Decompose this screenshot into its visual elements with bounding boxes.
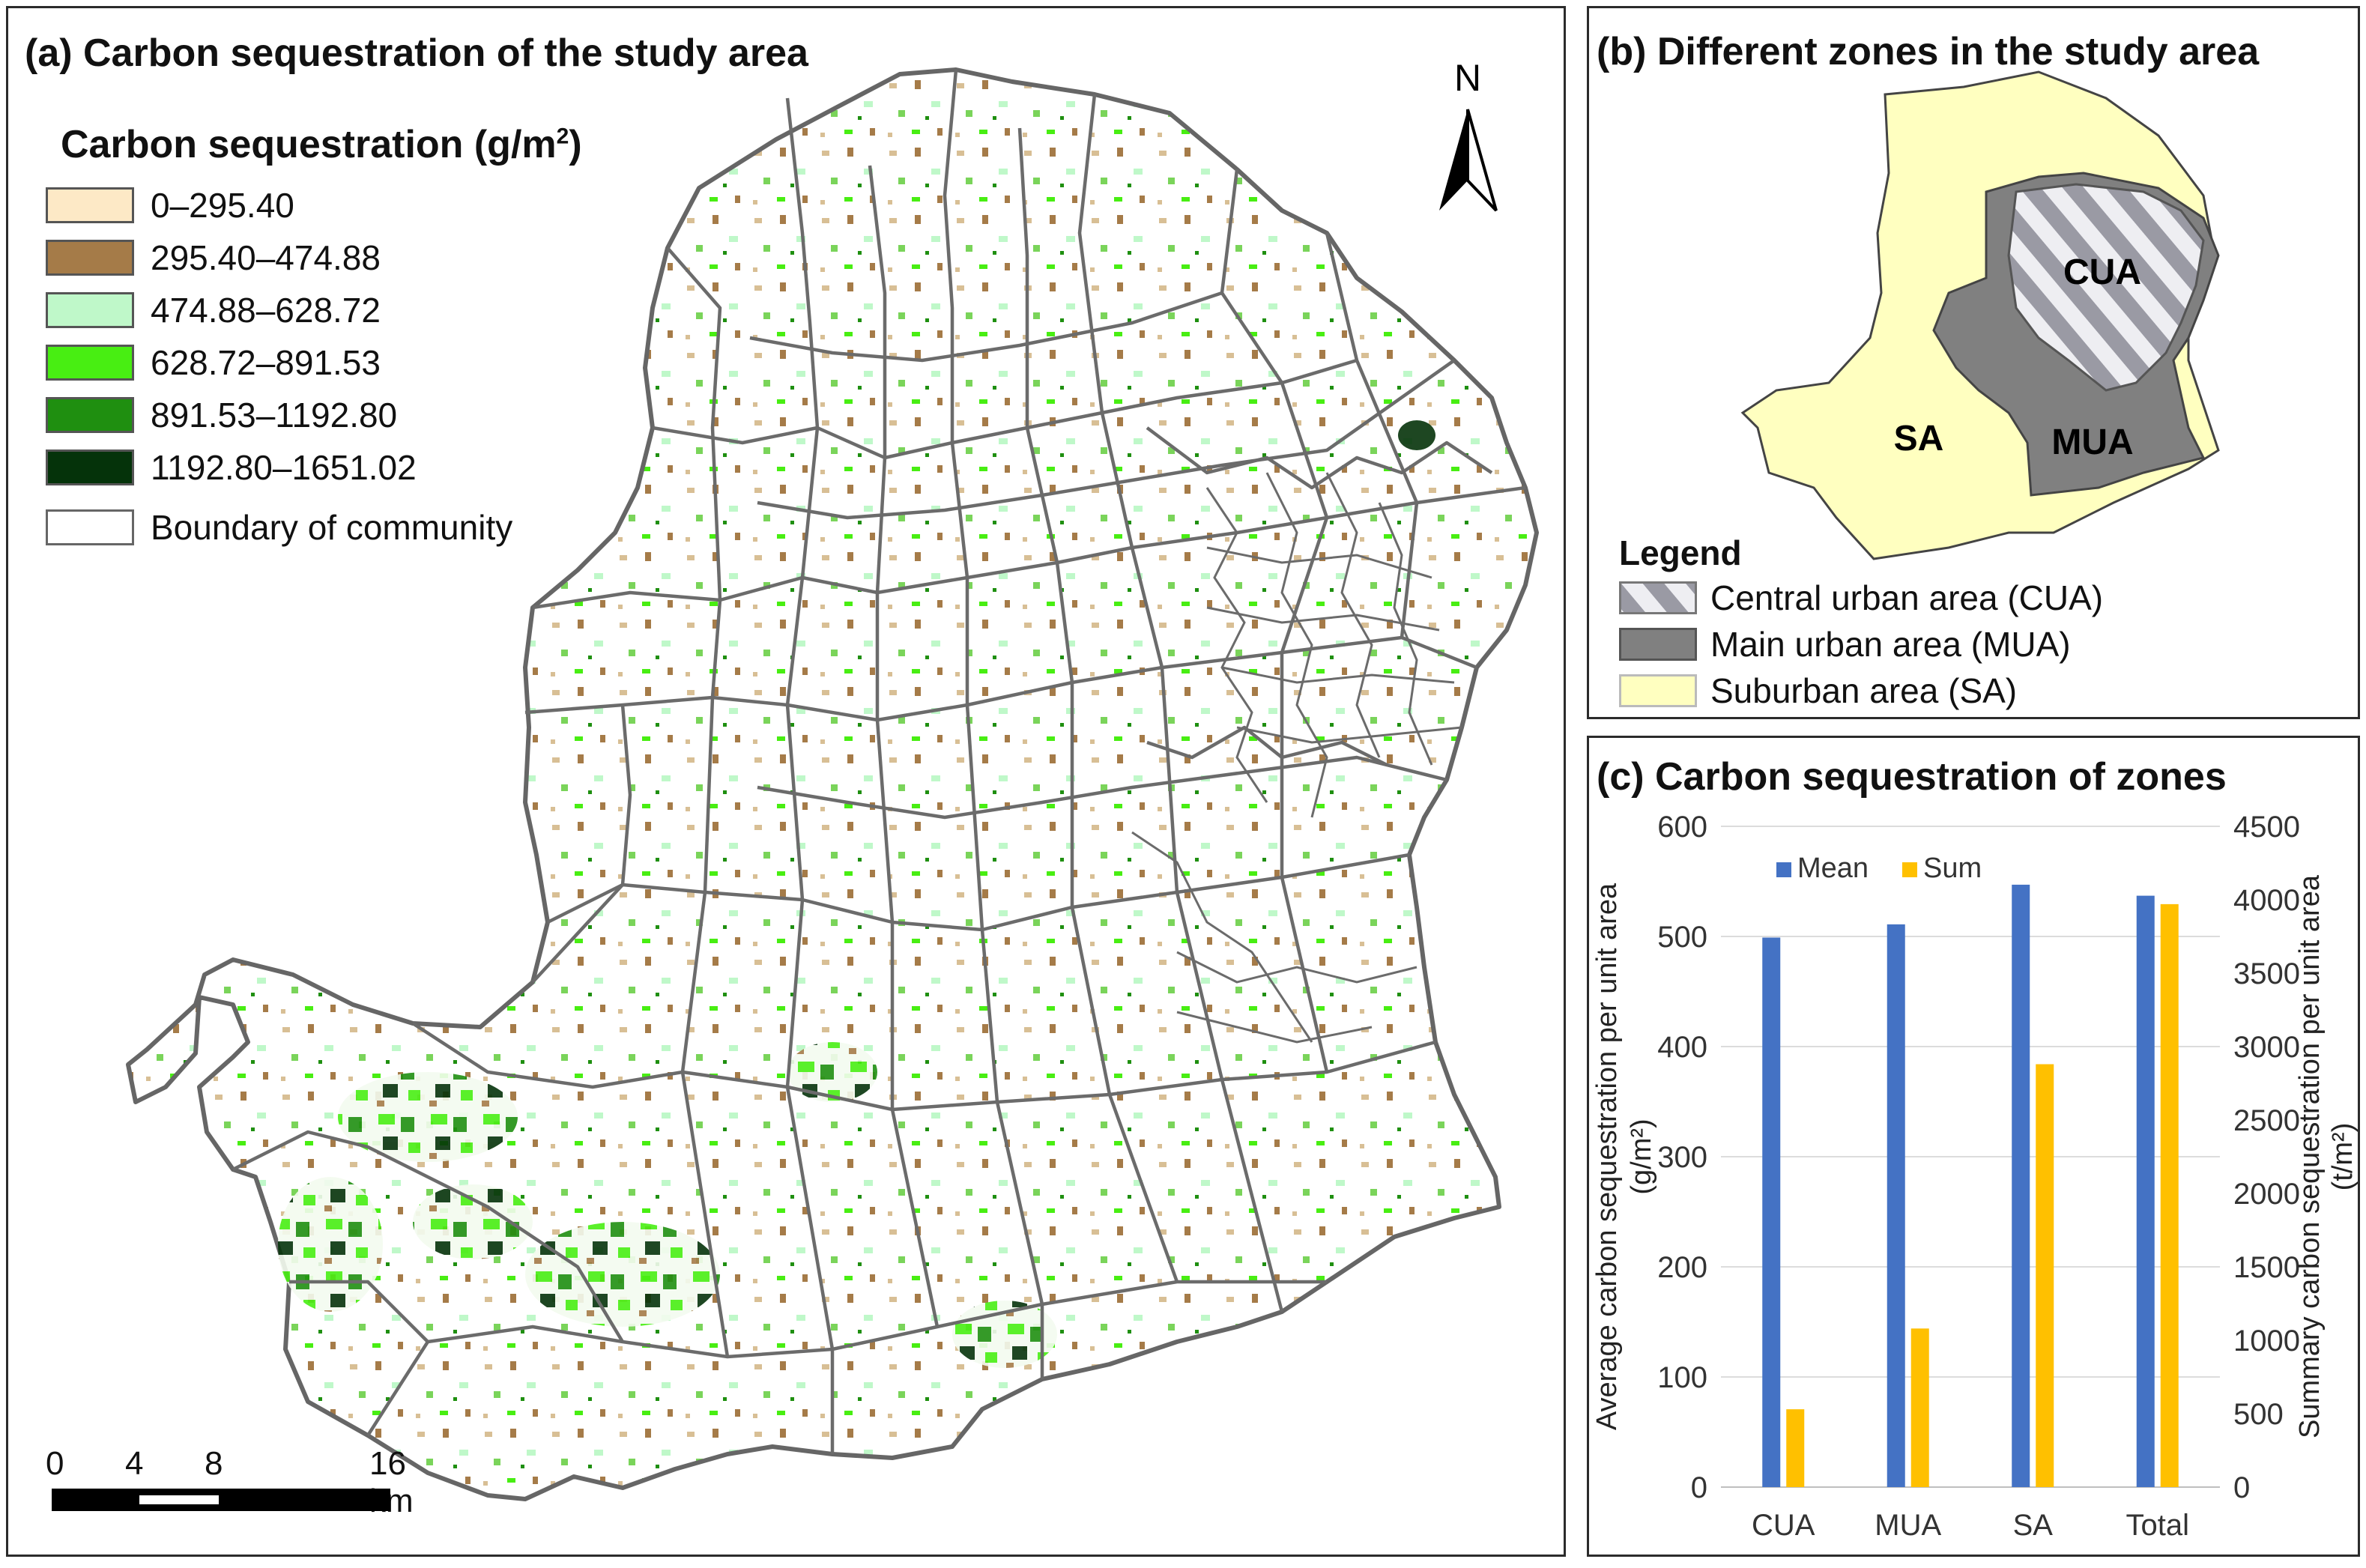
zones-legend-mua: Main urban area (MUA) — [1619, 624, 2071, 665]
y-tick-right: 4500 — [2233, 811, 2300, 844]
carbon-legend-title-text: Carbon sequestration (g/m — [61, 123, 557, 166]
y-tick-right: 2500 — [2233, 1104, 2300, 1137]
zones-legend-title: Legend — [1619, 533, 1742, 572]
carbon-legend-title-close: ) — [569, 123, 582, 166]
scale-bar: 0 4 8 16 km — [38, 1445, 428, 1528]
bar-mean — [1887, 924, 1905, 1487]
zone-bar-chart: 0 100 200 300 400 500 600 0 500 1000 1500 2000 2500 3… — [1591, 811, 2358, 1542]
carbon-legend-swatch — [46, 509, 134, 545]
carbon-legend-label: 474.88–628.72 — [151, 291, 381, 330]
carbon-legend-swatch — [46, 397, 134, 433]
carbon-legend-label: 628.72–891.53 — [151, 343, 381, 382]
x-tick-label: CUA — [1752, 1509, 1815, 1542]
scale-bar-graphic — [52, 1489, 390, 1511]
y-tick-right: 1500 — [2233, 1251, 2300, 1284]
carbon-legend-item: 628.72–891.53 — [46, 342, 381, 383]
carbon-legend-label: 891.53–1192.80 — [151, 396, 398, 435]
bar-mean — [1762, 937, 1781, 1487]
y-axis-title-right: Summary carbon sequestration per unit ar… — [2294, 874, 2326, 1438]
y-tick-right: 2000 — [2233, 1178, 2300, 1211]
x-tick-label: Total — [2126, 1509, 2190, 1542]
panel-b-title: (b) Different zones in the study area — [1597, 30, 2260, 73]
chart-legend-swatch — [1902, 862, 1917, 877]
bar-sum — [1910, 1328, 1929, 1487]
carbon-legend-item: 295.40–474.88 — [46, 237, 381, 278]
carbon-legend-swatch — [46, 449, 134, 485]
zones-legend-mua-swatch — [1619, 628, 1697, 661]
zone-label-cua: CUA — [2063, 252, 2141, 292]
zones-legend-sa: Suburban area (SA) — [1619, 671, 2017, 711]
scale-bar-white-segment — [139, 1495, 219, 1504]
community-boundaries — [232, 69, 1526, 1454]
y-tick-left: 200 — [1657, 1251, 1707, 1284]
panel-carbon-map: (a) Carbon sequestration of the study ar… — [6, 6, 1566, 1557]
panel-zone-chart: (c) Carbon sequestration of zones 0 100 20… — [1587, 736, 2360, 1557]
north-arrow-left-half — [1439, 109, 1468, 211]
north-arrow-right-half — [1466, 109, 1498, 212]
y-axis-title-left: Average carbon sequestration per unit ar… — [1591, 883, 1623, 1430]
zones-legend-cua: Central urban area (CUA) — [1619, 578, 2103, 618]
zones-legend-cua-swatch — [1619, 581, 1697, 614]
y-tick-right: 4000 — [2233, 884, 2300, 917]
zone-cua — [2007, 183, 2205, 392]
carbon-legend-item: 891.53–1192.80 — [46, 395, 397, 435]
carbon-legend-title: Carbon sequestration (g/m2) — [61, 122, 582, 167]
urban-community-boundaries — [1131, 472, 1462, 1044]
zone-label-sa: SA — [1894, 419, 1944, 458]
x-tick-label: SA — [2013, 1509, 2054, 1542]
bar-sum — [2160, 903, 2179, 1487]
y-axis-title-left-unit: (g/m²) — [1626, 1119, 1657, 1194]
zones-legend-sa-label: Suburban area (SA) — [1710, 671, 2018, 710]
carbon-legend-item: 474.88–628.72 — [46, 290, 381, 330]
bar-mean — [2012, 884, 2030, 1487]
zones-legend-cua-label: Central urban area (CUA) — [1710, 578, 2104, 617]
panel-c-title: (c) Carbon sequestration of zones — [1597, 755, 2227, 799]
y-tick-right: 500 — [2233, 1398, 2284, 1431]
y-tick-right: 0 — [2233, 1471, 2250, 1504]
carbon-legend-label: 1192.80–1651.02 — [151, 448, 417, 487]
study-area-map — [126, 67, 1539, 1501]
carbon-legend-title-sup: 2 — [556, 124, 569, 149]
panel-a-title: (a) Carbon sequestration of the study ar… — [25, 31, 808, 75]
y-tick-left: 400 — [1657, 1031, 1707, 1064]
carbon-legend-item: 1192.80–1651.02 — [46, 447, 417, 488]
bar-sum — [2036, 1064, 2054, 1487]
carbon-legend-label: 295.40–474.88 — [151, 238, 381, 277]
carbon-legend-swatch — [46, 292, 134, 328]
chart-legend-label: Mean — [1797, 853, 1869, 884]
y-axis-title-right-unit: (t/m²) — [2327, 1123, 2358, 1191]
bar-sum — [1786, 1409, 1805, 1487]
chart-legend-swatch — [1776, 862, 1791, 877]
scale-label-0: 0 — [46, 1445, 64, 1482]
zones-legend-mua-label: Main urban area (MUA) — [1710, 625, 2071, 664]
bar-mean — [2136, 895, 2155, 1487]
carbon-legend-swatch — [46, 345, 134, 381]
y-tick-right: 3000 — [2233, 1031, 2300, 1064]
scale-label-4: 4 — [125, 1445, 144, 1482]
y-tick-left: 600 — [1657, 811, 1707, 844]
y-tick-left: 500 — [1657, 921, 1707, 954]
y-tick-left: 0 — [1691, 1471, 1707, 1504]
y-tick-left: 300 — [1657, 1141, 1707, 1174]
y-tick-right: 3500 — [2233, 957, 2300, 990]
y-tick-left: 100 — [1657, 1361, 1707, 1394]
carbon-legend-swatch — [46, 187, 134, 223]
zones-legend-sa-swatch — [1619, 674, 1697, 707]
north-label: N — [1454, 57, 1481, 99]
x-tick-label: MUA — [1875, 1509, 1941, 1542]
north-arrow: N — [1439, 57, 1498, 212]
chart-legend-label: Sum — [1923, 853, 1982, 884]
y-tick-right: 1000 — [2233, 1325, 2300, 1357]
panel-zones: (b) Different zones in the study area CU… — [1587, 6, 2360, 719]
scale-label-8: 8 — [205, 1445, 223, 1482]
carbon-legend-swatch — [46, 240, 134, 276]
carbon-legend-item: Boundary of community — [46, 507, 512, 548]
carbon-legend-label: Boundary of community — [151, 508, 513, 547]
zone-label-mua: MUA — [2051, 423, 2133, 462]
carbon-legend-item: 0–295.40 — [46, 185, 294, 225]
zones-map: CUA MUA SA — [1740, 70, 2220, 560]
carbon-legend-label: 0–295.40 — [151, 186, 294, 225]
